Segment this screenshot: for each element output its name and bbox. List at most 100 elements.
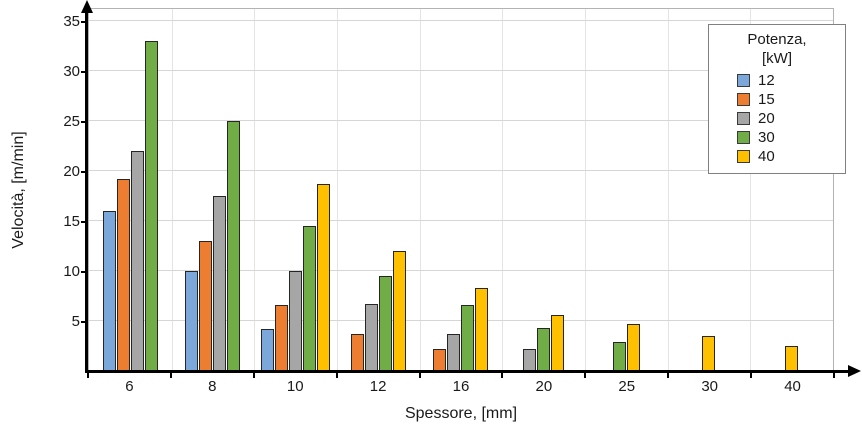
legend-title: Potenza, [kW] (715, 30, 839, 68)
legend-item: 15 (737, 91, 839, 108)
legend-item: 12 (737, 72, 839, 89)
x-tick-label: 10 (286, 378, 304, 395)
bar (199, 241, 213, 371)
x-tick (667, 373, 670, 378)
bar (102, 211, 116, 371)
x-axis (85, 370, 848, 373)
bar (289, 271, 303, 371)
legend-marker (737, 93, 750, 106)
x-tick-label: 30 (701, 378, 718, 395)
h-gridline (89, 270, 833, 271)
bar (275, 305, 289, 371)
bar (392, 251, 406, 371)
bar (350, 334, 364, 371)
x-tick (169, 373, 172, 378)
y-axis-title: Velocità, [m/min] (10, 131, 27, 249)
bar (551, 315, 565, 371)
y-tick-label: 35 (63, 13, 80, 30)
bar-group (89, 9, 172, 371)
y-tick-label: 15 (63, 213, 80, 230)
bar-group (420, 9, 503, 371)
bar (461, 305, 475, 371)
legend-item-label: 40 (758, 148, 775, 165)
v-gridline (750, 9, 752, 371)
x-tick-label: 6 (125, 378, 134, 395)
bar (144, 41, 158, 371)
bar (475, 288, 489, 371)
bar-group (668, 9, 751, 371)
legend-item: 30 (737, 129, 839, 146)
bar (317, 184, 331, 371)
legend-title-line: Potenza, (747, 31, 807, 48)
bar (185, 271, 199, 371)
y-tick (81, 221, 87, 223)
x-tick (750, 373, 753, 378)
bar-group (254, 9, 337, 371)
v-gridline (171, 9, 173, 371)
v-gridline (337, 9, 338, 371)
bar-group (502, 9, 585, 371)
h-gridline (89, 170, 833, 171)
bar-group (585, 9, 668, 371)
x-tick (252, 373, 255, 378)
x-tick (833, 373, 835, 378)
v-gridline (667, 9, 669, 371)
bar (447, 334, 461, 371)
x-tick (335, 373, 338, 378)
h-gridline (89, 320, 833, 321)
bar (116, 179, 130, 371)
y-axis-arrow-icon (81, 0, 93, 13)
x-tick-label: 40 (784, 378, 801, 395)
bar (364, 304, 378, 371)
legend-marker (737, 150, 750, 163)
y-tick-label: 5 (71, 313, 80, 330)
y-tick-label: 20 (63, 163, 80, 180)
bar (227, 121, 241, 371)
bar-group (750, 9, 833, 371)
bar (130, 151, 144, 371)
h-gridline (89, 220, 833, 221)
v-gridline (502, 9, 504, 371)
bar (378, 276, 392, 371)
x-tick (418, 373, 421, 378)
bar (612, 342, 626, 371)
legend-item-label: 20 (758, 110, 775, 127)
v-gridline (419, 9, 421, 371)
h-gridline (89, 20, 833, 21)
y-tick (81, 171, 87, 173)
legend-items: 12 15 20 30 40 (715, 72, 839, 165)
h-gridline (89, 70, 833, 71)
y-tick-label: 30 (63, 63, 80, 80)
legend-item-label: 12 (758, 72, 775, 89)
y-tick (81, 321, 87, 323)
legend-marker (737, 74, 750, 87)
legend-item-label: 30 (758, 129, 775, 146)
bar (261, 329, 275, 371)
x-tick-label: 16 (452, 378, 470, 395)
x-axis-title: Spessore, [mm] (404, 405, 518, 422)
legend-item: 20 (737, 110, 839, 127)
legend-item: 40 (737, 148, 839, 165)
bar (785, 346, 799, 371)
y-tick (81, 121, 87, 123)
x-tick (501, 373, 504, 378)
x-tick (584, 373, 587, 378)
x-tick-label: 12 (369, 378, 387, 395)
x-tick-label: 20 (535, 378, 553, 395)
y-axis (85, 10, 88, 372)
legend-marker (737, 112, 750, 125)
y-tick (81, 271, 87, 273)
legend-title-line: [kW] (762, 50, 792, 67)
v-gridline (254, 9, 256, 371)
bar (213, 196, 227, 371)
x-tick-label: 8 (208, 378, 217, 395)
x-tick-label: 25 (618, 378, 636, 395)
x-tick (87, 373, 89, 378)
y-tick (81, 71, 87, 73)
y-tick (81, 21, 87, 23)
bar (433, 349, 447, 371)
x-axis-arrow-icon (848, 365, 861, 377)
legend-item-label: 15 (758, 91, 775, 108)
legend-marker (737, 131, 750, 144)
